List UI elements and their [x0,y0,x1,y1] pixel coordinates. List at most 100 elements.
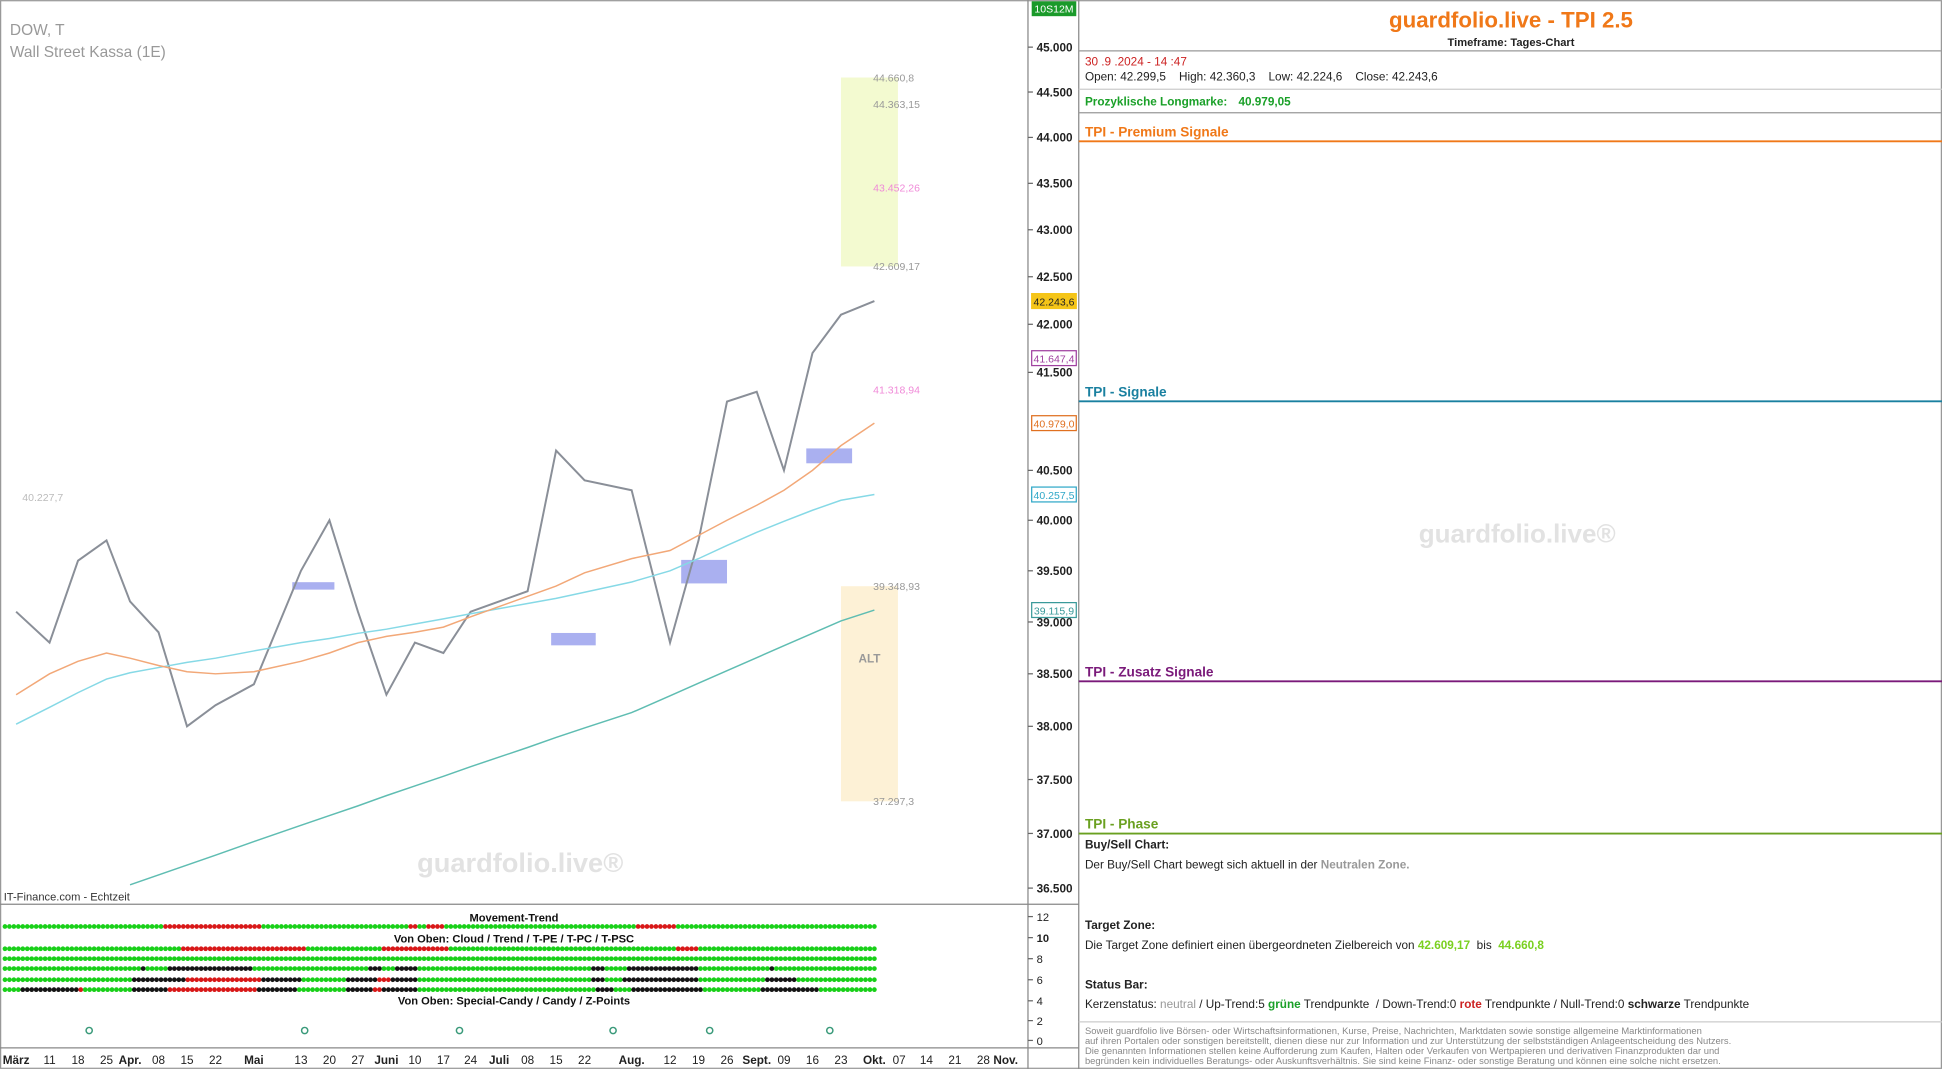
dot [591,924,596,929]
dot [145,956,150,962]
dot [185,956,191,962]
longmarke-label: Prozyklische Longmarke: [1085,95,1227,108]
dot [314,946,320,952]
dot [845,956,850,962]
dot [319,966,324,971]
dot [337,956,342,962]
dot [809,924,815,929]
dot [274,924,280,929]
dot [693,956,699,962]
dot [488,956,494,962]
dot [354,987,360,993]
y-tick-label: 37.500 [1037,774,1073,787]
dot [234,956,240,962]
dot [542,977,547,983]
dot-run [417,977,592,983]
dot [479,966,485,971]
dot [604,966,610,971]
dot [109,966,115,971]
dot [399,946,405,952]
dot [671,966,677,971]
dot [524,956,529,962]
dot [350,966,356,971]
dot [684,956,690,962]
dot [172,987,177,993]
dot [274,966,280,971]
dot [564,956,570,962]
dot [368,966,373,971]
dot [149,946,155,952]
dot [167,946,173,952]
dot [466,977,472,983]
dot [773,987,779,993]
dot [840,966,846,971]
dot [372,956,378,962]
dot [301,977,307,983]
dot [408,924,414,929]
y-tick-label: 44.000 [1037,132,1073,145]
dot [528,924,534,929]
dot-run [345,977,378,983]
dot [733,977,739,983]
dot [20,956,26,962]
dot [136,924,142,929]
dot [680,966,686,971]
dot [2,924,8,929]
dot [519,987,525,993]
dot [207,977,213,983]
dot [337,946,342,952]
dot [412,966,418,971]
dot [867,946,873,952]
dot [800,977,806,983]
dot [497,924,503,929]
dot [858,956,864,962]
dot [684,924,690,929]
dot [787,966,793,971]
dot [82,977,88,983]
dot [747,966,752,971]
dot [56,977,61,983]
dot [167,924,173,929]
dot [82,946,88,952]
dot [800,966,806,971]
dot [617,924,623,929]
dot-run [167,966,253,971]
dot [198,987,204,993]
dot [38,966,43,971]
dot [444,946,449,952]
dot [782,946,788,952]
dot [863,946,868,952]
dot [742,924,748,929]
dot [216,956,222,962]
dot [858,977,864,983]
dot-run [368,966,382,971]
dot [225,956,231,962]
dot [136,987,142,993]
dot [82,966,88,971]
dot [515,924,521,929]
dot [702,966,708,971]
dot-run [448,946,677,952]
dot [328,946,333,952]
dot [519,946,525,952]
dot [140,987,146,993]
dot [15,966,21,971]
dot [310,966,315,971]
dot [595,924,601,929]
dot [114,977,119,983]
dot [631,946,636,952]
dot [149,956,155,962]
dot [435,924,440,929]
dot [555,977,561,983]
dot [421,977,427,983]
dot-run [163,924,262,929]
dot [408,966,414,971]
dot [738,956,743,962]
dot [332,924,338,929]
dot [724,956,730,962]
dot [475,987,480,993]
black: schwarze [1628,998,1681,1011]
dot [568,987,574,993]
dot [600,987,605,993]
dot [711,956,717,962]
